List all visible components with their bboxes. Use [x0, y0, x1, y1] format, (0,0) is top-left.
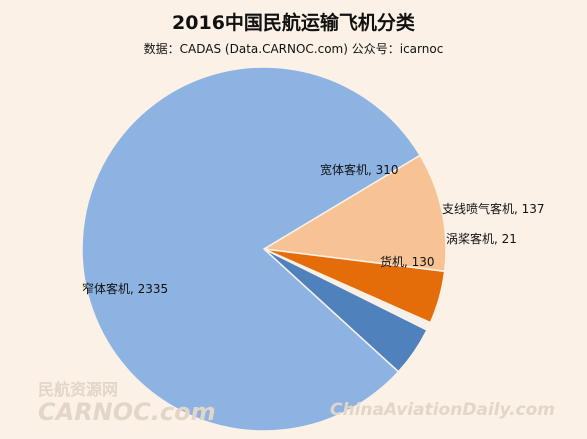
pie-label-0: 宽体客机, 310: [320, 162, 399, 177]
watermark-group: 民航资源网 CARNOC.com ChinaAviationDaily.com: [38, 380, 555, 426]
chart-subtitle: 数据：CADAS (Data.CARNOC.com) 公众号：icarnoc: [143, 42, 444, 56]
watermark-en: CARNOC.com: [38, 398, 216, 426]
pie-label-3: 货机, 130: [380, 254, 435, 269]
watermark-right: ChinaAviationDaily.com: [330, 400, 555, 420]
pie-slice-0: [261, 154, 447, 273]
pie-label-2: 涡桨客机, 21: [446, 231, 517, 246]
watermark-cn: 民航资源网: [38, 380, 118, 399]
pie-slice-4: [81, 66, 422, 432]
chart-title: 2016中国民航运输飞机分类: [172, 12, 415, 34]
pie-label-1: 支线喷气客机, 137: [442, 201, 545, 216]
pie-label-4: 窄体客机, 2335: [82, 281, 168, 296]
